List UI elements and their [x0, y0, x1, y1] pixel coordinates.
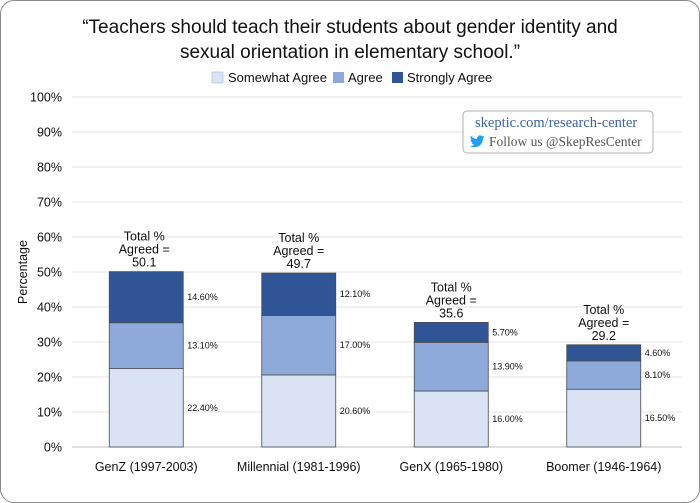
total-label-value: 49.7: [287, 257, 311, 271]
watermark-site: skeptic.com/research-center: [475, 115, 637, 131]
total-label-value: 35.6: [439, 306, 463, 320]
watermark-border: [462, 110, 654, 154]
y-tick-labels: 0% 10% 20% 30% 40% 50% 60% 70% 80% 90% 100%: [30, 91, 62, 455]
segment-data-label: 16.00%: [492, 414, 523, 424]
segment-data-label: 14.60%: [187, 292, 218, 302]
bar-segment: [566, 344, 642, 362]
legend-swatch-agree: [333, 72, 344, 83]
legend-label-agree: Agree: [348, 70, 383, 85]
y-tick-label: 80%: [37, 161, 62, 175]
y-tick-label: 100%: [30, 91, 62, 105]
segment-data-label: 20.60%: [340, 406, 371, 416]
bars: 22.40%13.10%14.60%Total %Agreed =50.120.…: [108, 230, 676, 448]
y-axis-label: Percentage: [16, 240, 30, 304]
segment-data-label: 8.10%: [645, 370, 671, 380]
y-tick-label: 60%: [37, 231, 62, 245]
segment-data-label: 13.10%: [187, 341, 218, 351]
bar-segment: [566, 360, 642, 390]
legend-swatch-strongly-agree: [392, 72, 403, 83]
x-category-labels: GenZ (1997-2003) Millennial (1981-1996) Ge…: [95, 460, 662, 474]
bar-segment: [261, 272, 337, 316]
x-category-label: GenX (1965-1980): [399, 460, 503, 474]
total-label-line1: Total %: [583, 303, 624, 317]
x-category-label: Millennial (1981-1996): [237, 460, 361, 474]
total-label-line2: Agreed =: [273, 244, 324, 258]
y-tick-label: 20%: [37, 371, 62, 385]
bar-segment: [261, 314, 337, 376]
bar-segment: [108, 368, 184, 448]
total-label-line2: Agreed =: [119, 243, 170, 257]
bar-segment: [261, 374, 337, 448]
bar-segment: [413, 321, 489, 343]
watermark-follow: Follow us @SkepResCenter: [489, 134, 642, 149]
y-tick-label: 0%: [44, 441, 62, 455]
chart-title-line-2: sexual orientation in elementary school.…: [180, 42, 520, 63]
bar-segment: [566, 388, 642, 448]
bar-segment: [413, 390, 489, 448]
total-label-line2: Agreed =: [578, 316, 629, 330]
bar-segment: [108, 322, 184, 369]
segment-data-label: 5.70%: [492, 327, 518, 337]
chart-title-line-1: “Teachers should teach their students ab…: [82, 17, 618, 38]
total-label-line2: Agreed =: [426, 293, 477, 307]
watermark-box: skeptic.com/research-center Follow us @S…: [462, 110, 654, 154]
total-label-line1: Total %: [278, 231, 319, 245]
twitter-bird-icon: [469, 135, 485, 148]
segment-data-label: 4.60%: [645, 348, 671, 358]
y-tick-label: 50%: [37, 266, 62, 280]
bar-segment: [413, 341, 489, 392]
legend-label-strongly-agree: Strongly Agree: [407, 70, 492, 85]
total-label-line1: Total %: [124, 230, 165, 244]
y-tick-label: 30%: [37, 336, 62, 350]
total-label-line1: Total %: [431, 280, 472, 294]
x-category-label: GenZ (1997-2003): [95, 460, 198, 474]
y-tick-label: 70%: [37, 196, 62, 210]
bar-segment: [108, 271, 184, 324]
x-category-label: Boomer (1946-1964): [546, 460, 661, 474]
segment-data-label: 17.00%: [340, 340, 371, 350]
y-tick-label: 10%: [37, 406, 62, 420]
segment-data-label: 13.90%: [492, 362, 523, 372]
total-label-value: 29.2: [592, 329, 616, 343]
y-tick-label: 90%: [37, 126, 62, 140]
total-label-value: 50.1: [132, 256, 156, 270]
legend-swatch-somewhat-agree: [211, 71, 224, 84]
legend: Somewhat Agree Agree Strongly Agree: [211, 70, 492, 85]
segment-data-label: 12.10%: [340, 289, 371, 299]
y-tick-label: 40%: [37, 301, 62, 315]
segment-data-label: 16.50%: [645, 413, 676, 423]
segment-data-label: 22.40%: [187, 403, 218, 413]
legend-label-somewhat-agree: Somewhat Agree: [228, 70, 327, 85]
